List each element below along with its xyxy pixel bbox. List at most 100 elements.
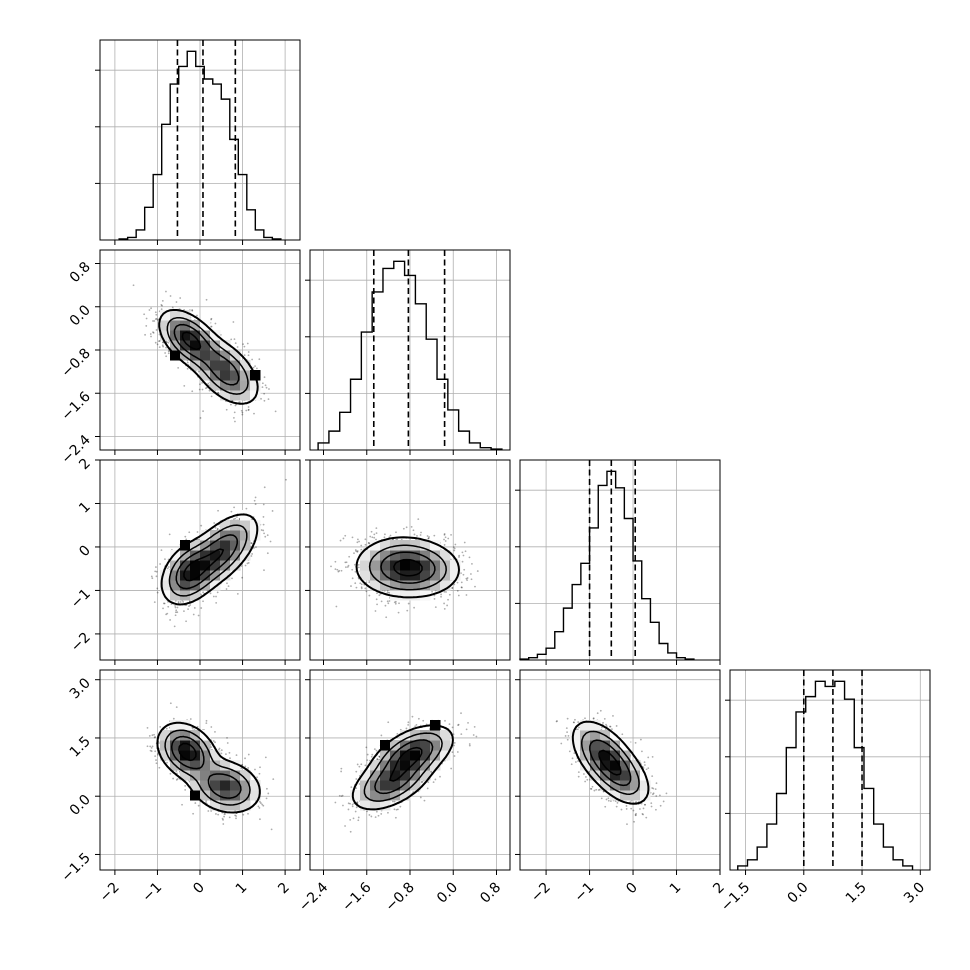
density-cell (190, 570, 201, 581)
scatter-point (394, 602, 397, 605)
density-cell (220, 340, 231, 351)
scatter-point (155, 313, 158, 316)
scatter-point (212, 595, 215, 598)
scatter-point (242, 343, 244, 346)
scatter-point (464, 550, 467, 553)
scatter-point (241, 576, 244, 579)
scatter-point (447, 537, 450, 540)
scatter-point (159, 563, 161, 565)
scatter-point (204, 387, 207, 390)
scatter-point (233, 506, 235, 509)
scatter-point (443, 533, 446, 536)
scatter-point (167, 341, 170, 344)
scatter-point (262, 516, 265, 518)
scatter-point (460, 572, 462, 575)
density-cell (190, 590, 201, 601)
density-cell (180, 570, 191, 581)
scatter-point (200, 594, 203, 596)
density-cell (220, 350, 231, 361)
scatter-point (356, 550, 359, 553)
scatter-point (420, 531, 422, 534)
density-cell (190, 560, 201, 571)
scatter-point (344, 534, 347, 537)
density-cell (160, 310, 171, 321)
density-cell (240, 550, 251, 561)
density-cell (190, 550, 201, 561)
scatter-point (419, 534, 422, 536)
scatter-point (345, 566, 347, 569)
scatter-point (375, 598, 378, 601)
scatter-point (254, 496, 257, 499)
scatter-point (444, 540, 447, 542)
scatter-point (360, 587, 363, 590)
scatter-point (188, 605, 190, 608)
scatter-point (238, 518, 241, 521)
scatter-point (261, 386, 264, 389)
density-cell (210, 540, 221, 551)
scatter-point (427, 537, 430, 540)
scatter-point (252, 366, 255, 369)
scatter-point (355, 586, 358, 589)
scatter-point (456, 581, 459, 584)
scatter-point (236, 592, 239, 595)
density-cell (230, 350, 241, 361)
scatter-point (476, 570, 479, 572)
scatter-point (454, 543, 457, 546)
density-cell (250, 520, 261, 531)
scatter-point (186, 367, 189, 370)
scatter-point (247, 406, 250, 408)
scatter-point (244, 564, 247, 567)
scatter-point (161, 344, 164, 347)
scatter-point (161, 299, 164, 302)
scatter-point (202, 600, 204, 603)
scatter-point (443, 544, 446, 546)
scatter-point (397, 611, 400, 614)
scatter-point (150, 575, 153, 578)
scatter-point (174, 606, 177, 609)
density-cell (170, 340, 181, 351)
scatter-point (340, 569, 343, 572)
scatter-point (266, 552, 269, 555)
scatter-point (446, 604, 449, 607)
scatter-point (345, 561, 348, 564)
scatter-point (214, 322, 217, 325)
density-cell (240, 360, 251, 371)
scatter-point (386, 591, 389, 594)
scatter-point (164, 558, 166, 561)
scatter-point (433, 597, 436, 600)
scatter-point (443, 538, 445, 541)
scatter-point (168, 533, 171, 536)
scatter-point (161, 304, 163, 307)
scatter-point (461, 551, 464, 554)
scatter-point (145, 317, 148, 320)
scatter-point (394, 600, 397, 603)
scatter-point (255, 367, 258, 370)
scatter-point (202, 591, 205, 594)
scatter-point (368, 581, 371, 584)
scatter-point (238, 401, 241, 404)
pair-panel-0-2 (99, 459, 301, 661)
density-cell (200, 550, 211, 561)
scatter-point (227, 585, 230, 587)
scatter-point (162, 607, 164, 610)
scatter-point (199, 383, 201, 386)
scatter-point (263, 392, 266, 395)
scatter-point (258, 358, 261, 361)
scatter-point (250, 555, 253, 557)
pair-panel-0-1 (99, 249, 301, 451)
scatter-point (210, 395, 213, 398)
density-cell (180, 350, 191, 361)
scatter-point (187, 608, 189, 611)
scatter-point (461, 560, 464, 563)
scatter-point (368, 594, 371, 597)
scatter-point (364, 538, 367, 541)
density-cell (240, 390, 251, 401)
scatter-point (197, 614, 200, 617)
scatter-point (370, 530, 373, 533)
density-cell (220, 370, 231, 381)
scatter-point (192, 613, 195, 616)
scatter-point (156, 319, 159, 321)
scatter-point (210, 325, 213, 328)
density-cell (220, 520, 231, 531)
